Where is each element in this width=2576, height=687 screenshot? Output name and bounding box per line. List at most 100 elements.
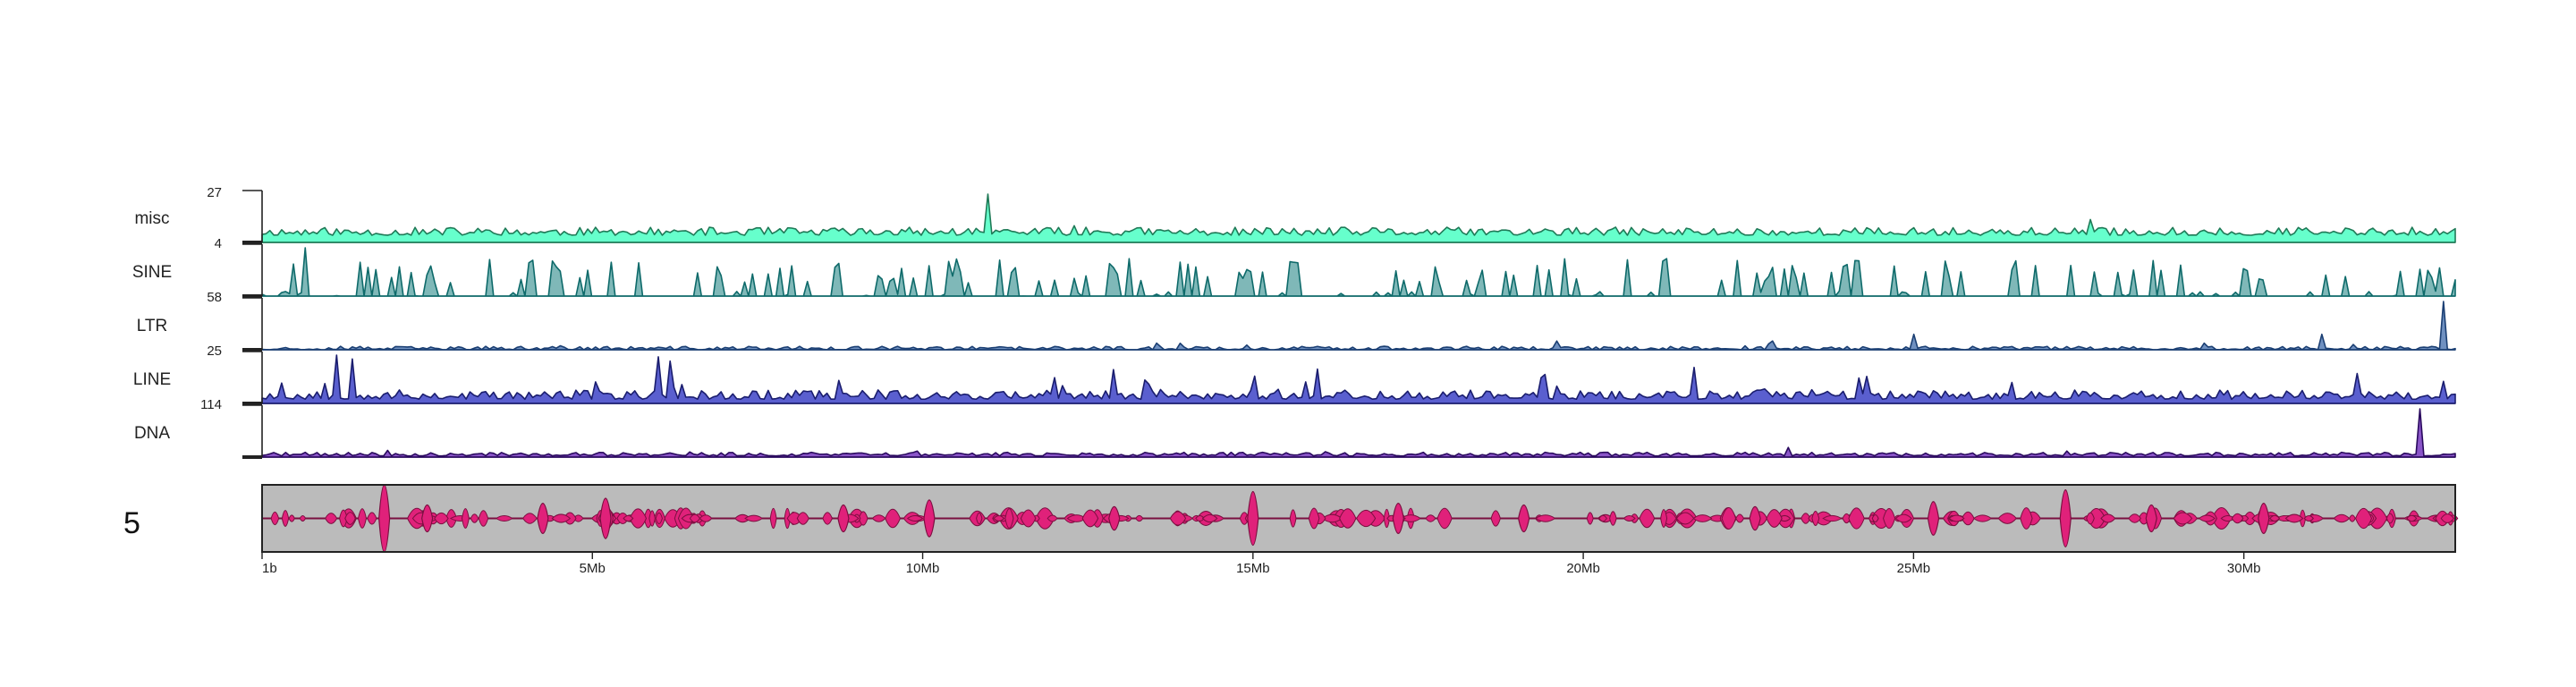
ideogram-feature-small xyxy=(1972,514,1993,522)
x-axis-tick-label: 5Mb xyxy=(580,561,606,576)
ideogram-feature xyxy=(837,504,850,533)
ideogram-feature-small xyxy=(2173,512,2193,525)
density-area-line xyxy=(261,354,2456,404)
track-misc: misc 27 4 xyxy=(134,185,2456,251)
chromosome-label: 5 xyxy=(123,506,140,540)
ideogram-feature-small xyxy=(796,512,809,525)
ideogram-feature-small xyxy=(344,512,356,525)
ideogram-feature-small xyxy=(885,508,901,529)
ideogram-feature-small xyxy=(1871,514,1879,522)
ideogram-feature-small xyxy=(1289,509,1297,528)
ideogram-feature xyxy=(2145,504,2157,533)
ideogram-feature-small xyxy=(2086,512,2095,525)
ideogram-feature-small xyxy=(1766,509,1783,528)
ideogram-feature-small xyxy=(2100,513,2116,523)
ideogram-feature xyxy=(537,503,549,534)
ideogram-feature-small xyxy=(1490,510,1501,527)
density-area-sine xyxy=(261,247,2456,297)
x-axis-tick-label: 15Mb xyxy=(1236,561,1270,576)
ideogram-border xyxy=(261,484,2456,553)
x-axis: 1b 5Mb 10Mb 15Mb 20Mb 25Mb 30Mb xyxy=(261,552,2261,576)
ideogram-feature-small xyxy=(858,511,869,526)
ideogram-feature-small xyxy=(2355,507,2373,530)
ideogram-feature-small xyxy=(744,514,764,522)
ideogram-feature-small xyxy=(1004,508,1014,529)
scale-min-label: 58 xyxy=(207,290,222,305)
ideogram-feature-small xyxy=(1169,511,1187,526)
ideogram-feature-small xyxy=(1848,507,1865,530)
ideogram-feature-small xyxy=(288,514,295,522)
track-line: LINE 114 xyxy=(133,351,2456,412)
density-tracks: misc 27 4 SINE 58 LTR 25 LINE 114 DNA xyxy=(132,185,2456,459)
ideogram-feature-small xyxy=(2231,513,2244,524)
ideogram-feature-small xyxy=(1883,507,1896,530)
ideogram-feature-small xyxy=(281,510,290,527)
ideogram-feature-small xyxy=(1692,514,1713,522)
ideogram-feature-small xyxy=(1425,514,1436,522)
ideogram-feature-small xyxy=(1586,512,1594,525)
ideogram-feature-small xyxy=(1339,508,1357,529)
ideogram-feature-small xyxy=(1639,508,1656,529)
ideogram-feature-small xyxy=(1308,507,1320,530)
track-ltr: LTR 25 xyxy=(137,297,2456,359)
track-label-ltr: LTR xyxy=(137,317,167,335)
ideogram-features xyxy=(262,484,2459,553)
ideogram-feature-small xyxy=(2269,514,2281,522)
ideogram-feature-small xyxy=(689,513,700,523)
x-axis-tick-label: 20Mb xyxy=(1566,561,1600,576)
ideogram-feature-small xyxy=(1436,507,1453,530)
ideogram-feature xyxy=(421,504,434,533)
ideogram-feature-small xyxy=(325,513,338,524)
scale-max-label: 27 xyxy=(207,185,222,200)
ideogram-feature-small xyxy=(1609,511,1617,526)
ideogram-feature xyxy=(378,484,391,553)
ideogram-feature xyxy=(1749,505,1761,531)
ideogram-feature-small xyxy=(1894,513,1912,523)
ideogram-feature-small xyxy=(629,508,648,529)
ideogram-feature-small xyxy=(1997,513,2017,524)
scale-min-label: 25 xyxy=(207,344,222,359)
x-axis-tick-label: 25Mb xyxy=(1897,561,1931,576)
ideogram-feature-small xyxy=(1356,509,1377,528)
ideogram-feature-small xyxy=(551,513,572,523)
ideogram-feature-small xyxy=(2303,515,2314,522)
scale-min-label: 114 xyxy=(200,397,222,412)
ideogram-feature-small xyxy=(769,507,777,530)
ideogram-feature-small xyxy=(2020,507,2033,530)
ideogram-feature-small xyxy=(522,513,538,524)
ideogram-feature-small xyxy=(2406,514,2418,522)
density-area-ltr xyxy=(261,301,2456,351)
ideogram-feature-small xyxy=(2440,513,2454,523)
ideogram-feature-small xyxy=(2349,514,2356,522)
ideogram-feature-small xyxy=(1201,513,1218,523)
ideogram-feature-small xyxy=(270,511,280,526)
ideogram-feature xyxy=(599,497,612,539)
ideogram-feature xyxy=(2258,503,2270,534)
chromosome-ideogram xyxy=(261,484,2459,553)
ideogram-feature-small xyxy=(976,512,983,525)
x-axis-tick-label: 30Mb xyxy=(2227,561,2261,576)
x-axis-tick-label: 10Mb xyxy=(906,561,940,576)
density-area-dna xyxy=(261,408,2456,458)
ideogram-feature-small xyxy=(434,512,449,525)
ideogram-feature-small xyxy=(495,514,513,522)
ideogram-feature-small xyxy=(572,514,584,522)
ideogram-feature-small xyxy=(1822,514,1843,522)
ideogram-feature-small xyxy=(367,512,377,525)
ideogram-feature-small xyxy=(299,515,307,522)
ideogram-feature-small xyxy=(461,508,470,529)
ideogram-feature-small xyxy=(358,508,367,529)
ideogram-feature xyxy=(1108,505,1121,531)
x-axis-tick-label: 1b xyxy=(262,561,277,576)
ideogram-feature-small xyxy=(1135,514,1144,522)
ideogram-feature xyxy=(923,499,936,538)
ideogram-feature-small xyxy=(1046,514,1058,522)
ideogram-feature-small xyxy=(1660,509,1668,528)
ideogram-feature xyxy=(1247,490,1259,547)
ideogram-feature-small xyxy=(655,512,663,525)
ideogram-feature-small xyxy=(906,514,924,522)
ideogram-feature-small xyxy=(1811,511,1820,526)
scale-min-label: 4 xyxy=(215,236,222,251)
ideogram-feature-small xyxy=(822,512,833,525)
